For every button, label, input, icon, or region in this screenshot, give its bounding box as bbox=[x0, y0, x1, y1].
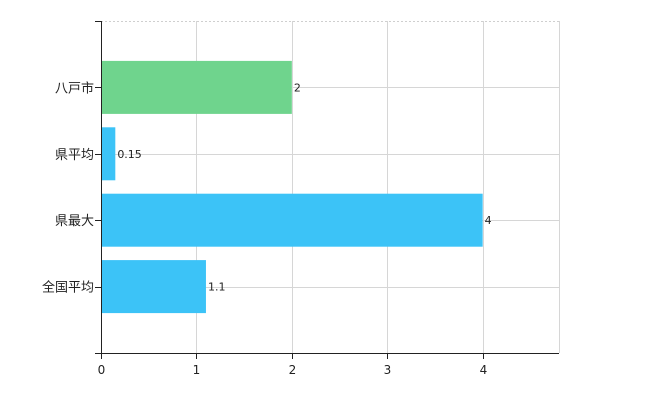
bar bbox=[102, 60, 292, 114]
category-label: 県平均 bbox=[55, 148, 94, 163]
category-label: 全国平均 bbox=[42, 280, 94, 296]
data-label: 0.15 bbox=[117, 148, 142, 161]
data-label: 4 bbox=[485, 214, 492, 227]
x-tick-label: 0 bbox=[98, 363, 106, 377]
x-tick-label: 4 bbox=[480, 363, 488, 377]
bar bbox=[102, 260, 206, 314]
data-label: 1.1 bbox=[208, 281, 226, 294]
x-tick-label: 1 bbox=[193, 363, 201, 377]
bar bbox=[102, 127, 116, 181]
category-label: 八戸市 bbox=[55, 80, 94, 96]
x-tick-label: 2 bbox=[289, 363, 297, 377]
data-label: 2 bbox=[294, 81, 301, 94]
category-label: 県最大 bbox=[55, 214, 94, 229]
bar bbox=[102, 193, 483, 247]
x-tick-label: 3 bbox=[384, 363, 392, 377]
